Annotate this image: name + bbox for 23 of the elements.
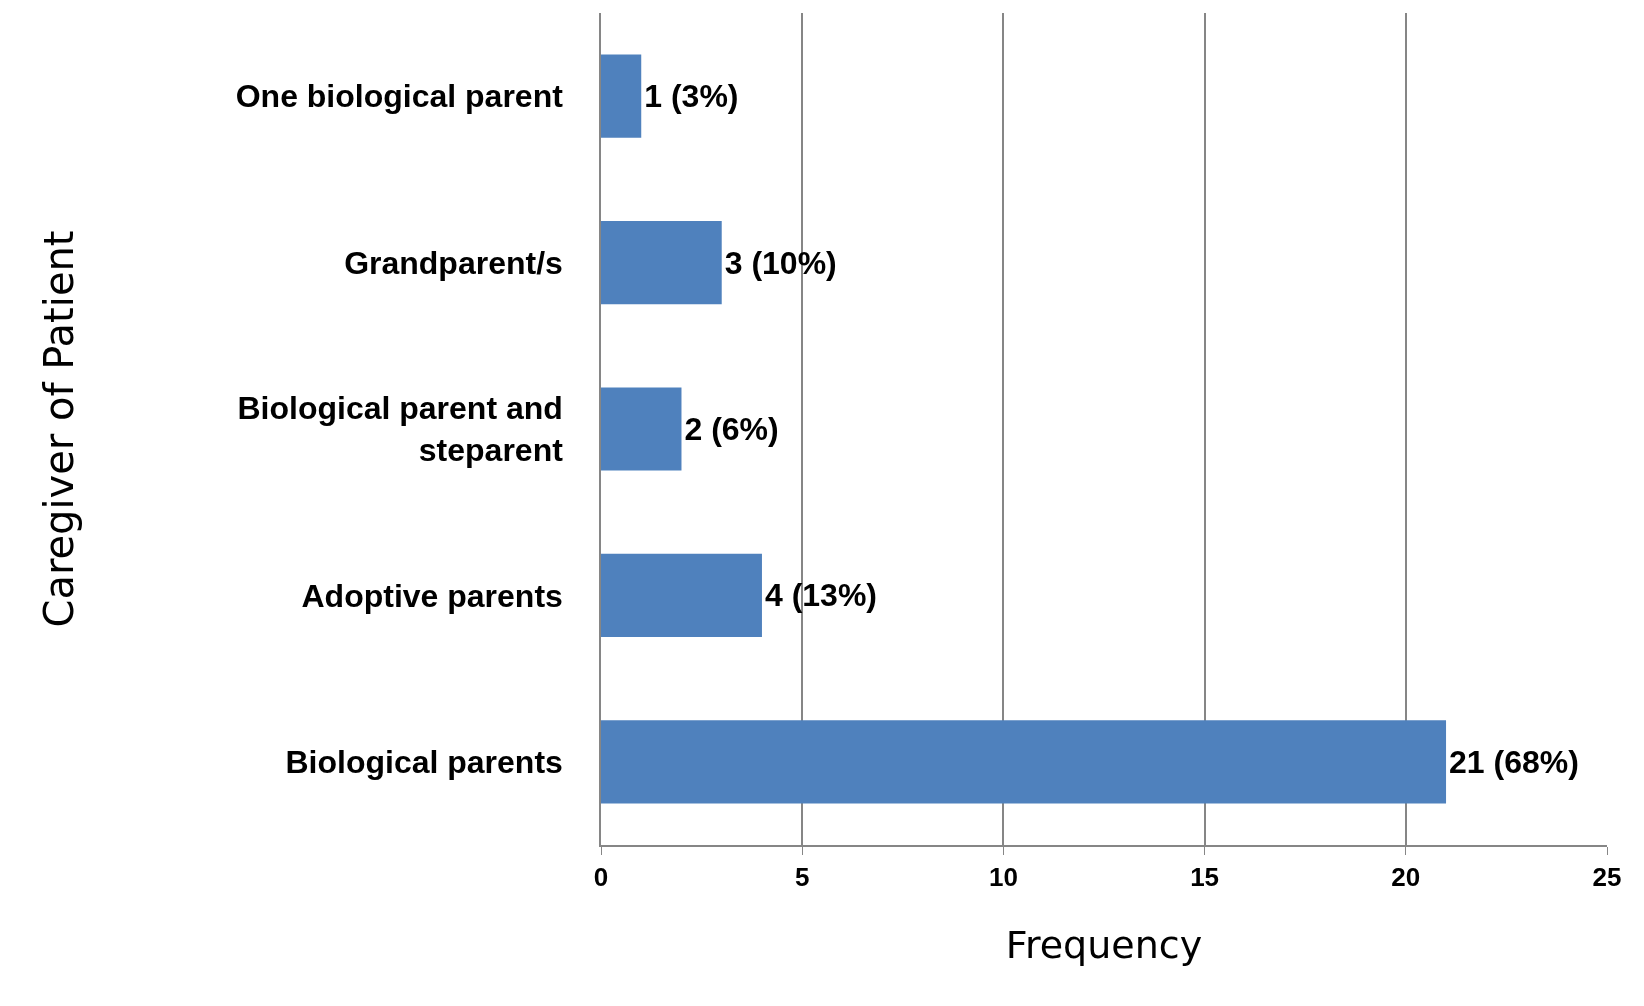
x-tick-label: 15 — [1190, 861, 1220, 892]
x-tick-label: 5 — [794, 861, 810, 892]
y-tick-label: Grandparent/s — [344, 244, 563, 281]
bar — [601, 720, 1447, 804]
x-tick-label: 10 — [988, 861, 1018, 892]
data-label: 3 (10%) — [724, 244, 837, 281]
y-tick-label: Biological parent and steparent — [237, 390, 564, 468]
x-tick-label: 25 — [1592, 861, 1622, 892]
y-axis-title: Caregiver of Patient — [35, 230, 82, 628]
bar — [601, 387, 682, 471]
bar — [601, 54, 642, 138]
data-label: 4 (13%) — [764, 577, 878, 614]
bar — [601, 553, 762, 637]
data-label: 1 (3%) — [644, 78, 739, 115]
y-tick-label: Biological parents — [285, 744, 563, 780]
data-label: 2 (6%) — [684, 411, 779, 447]
x-tick-label: 0 — [593, 861, 609, 892]
y-tick-label: One biological parent — [235, 78, 564, 115]
bar — [601, 221, 722, 305]
y-tick-label: Adoptive parents — [301, 577, 563, 614]
data-label: 21 (68%) — [1449, 743, 1579, 780]
x-tick-label: 20 — [1391, 861, 1421, 892]
x-axis-title: Frequency — [1005, 922, 1203, 967]
